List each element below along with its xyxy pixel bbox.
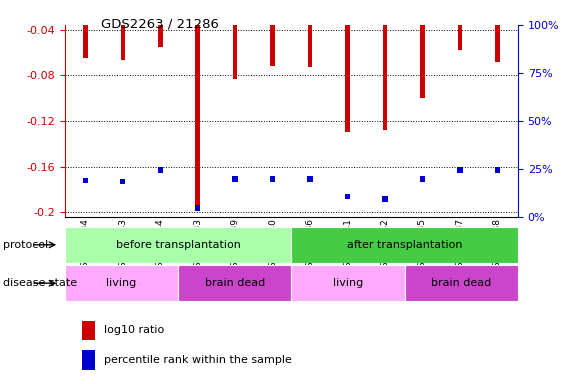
Bar bbox=[120, 179, 126, 184]
Bar bbox=[233, 176, 238, 182]
Bar bbox=[495, 167, 500, 173]
Bar bbox=[307, 176, 313, 182]
Bar bbox=[457, 167, 463, 173]
Text: percentile rank within the sample: percentile rank within the sample bbox=[104, 355, 292, 365]
Text: living: living bbox=[106, 278, 136, 288]
Text: log10 ratio: log10 ratio bbox=[104, 325, 164, 335]
Bar bbox=[83, 177, 88, 183]
Bar bbox=[233, 25, 238, 79]
Bar bbox=[420, 25, 425, 98]
Bar bbox=[270, 25, 275, 66]
Text: brain dead: brain dead bbox=[204, 278, 265, 288]
Text: protocol: protocol bbox=[3, 240, 48, 250]
Bar bbox=[270, 176, 275, 182]
Bar bbox=[292, 265, 405, 301]
Bar bbox=[195, 25, 200, 210]
Text: GDS2263 / 21286: GDS2263 / 21286 bbox=[101, 17, 219, 30]
Text: living: living bbox=[333, 278, 363, 288]
Bar bbox=[65, 265, 178, 301]
Bar bbox=[178, 265, 292, 301]
Bar bbox=[158, 25, 163, 47]
Bar bbox=[65, 227, 292, 263]
Bar bbox=[495, 25, 499, 61]
Text: after transplantation: after transplantation bbox=[347, 240, 462, 250]
Text: disease state: disease state bbox=[3, 278, 77, 288]
Bar bbox=[120, 25, 125, 60]
Bar bbox=[82, 351, 95, 370]
Bar bbox=[83, 25, 88, 58]
Bar bbox=[458, 25, 462, 50]
Bar bbox=[405, 265, 518, 301]
Bar bbox=[383, 25, 387, 130]
Text: brain dead: brain dead bbox=[431, 278, 491, 288]
Bar bbox=[195, 205, 200, 211]
Text: before transplantation: before transplantation bbox=[115, 240, 240, 250]
Bar bbox=[292, 227, 518, 263]
Bar bbox=[345, 194, 350, 199]
Bar bbox=[420, 176, 425, 182]
Bar bbox=[158, 167, 163, 173]
Bar bbox=[82, 321, 95, 340]
Bar bbox=[345, 25, 350, 132]
Bar bbox=[308, 25, 312, 67]
Bar bbox=[382, 196, 388, 202]
